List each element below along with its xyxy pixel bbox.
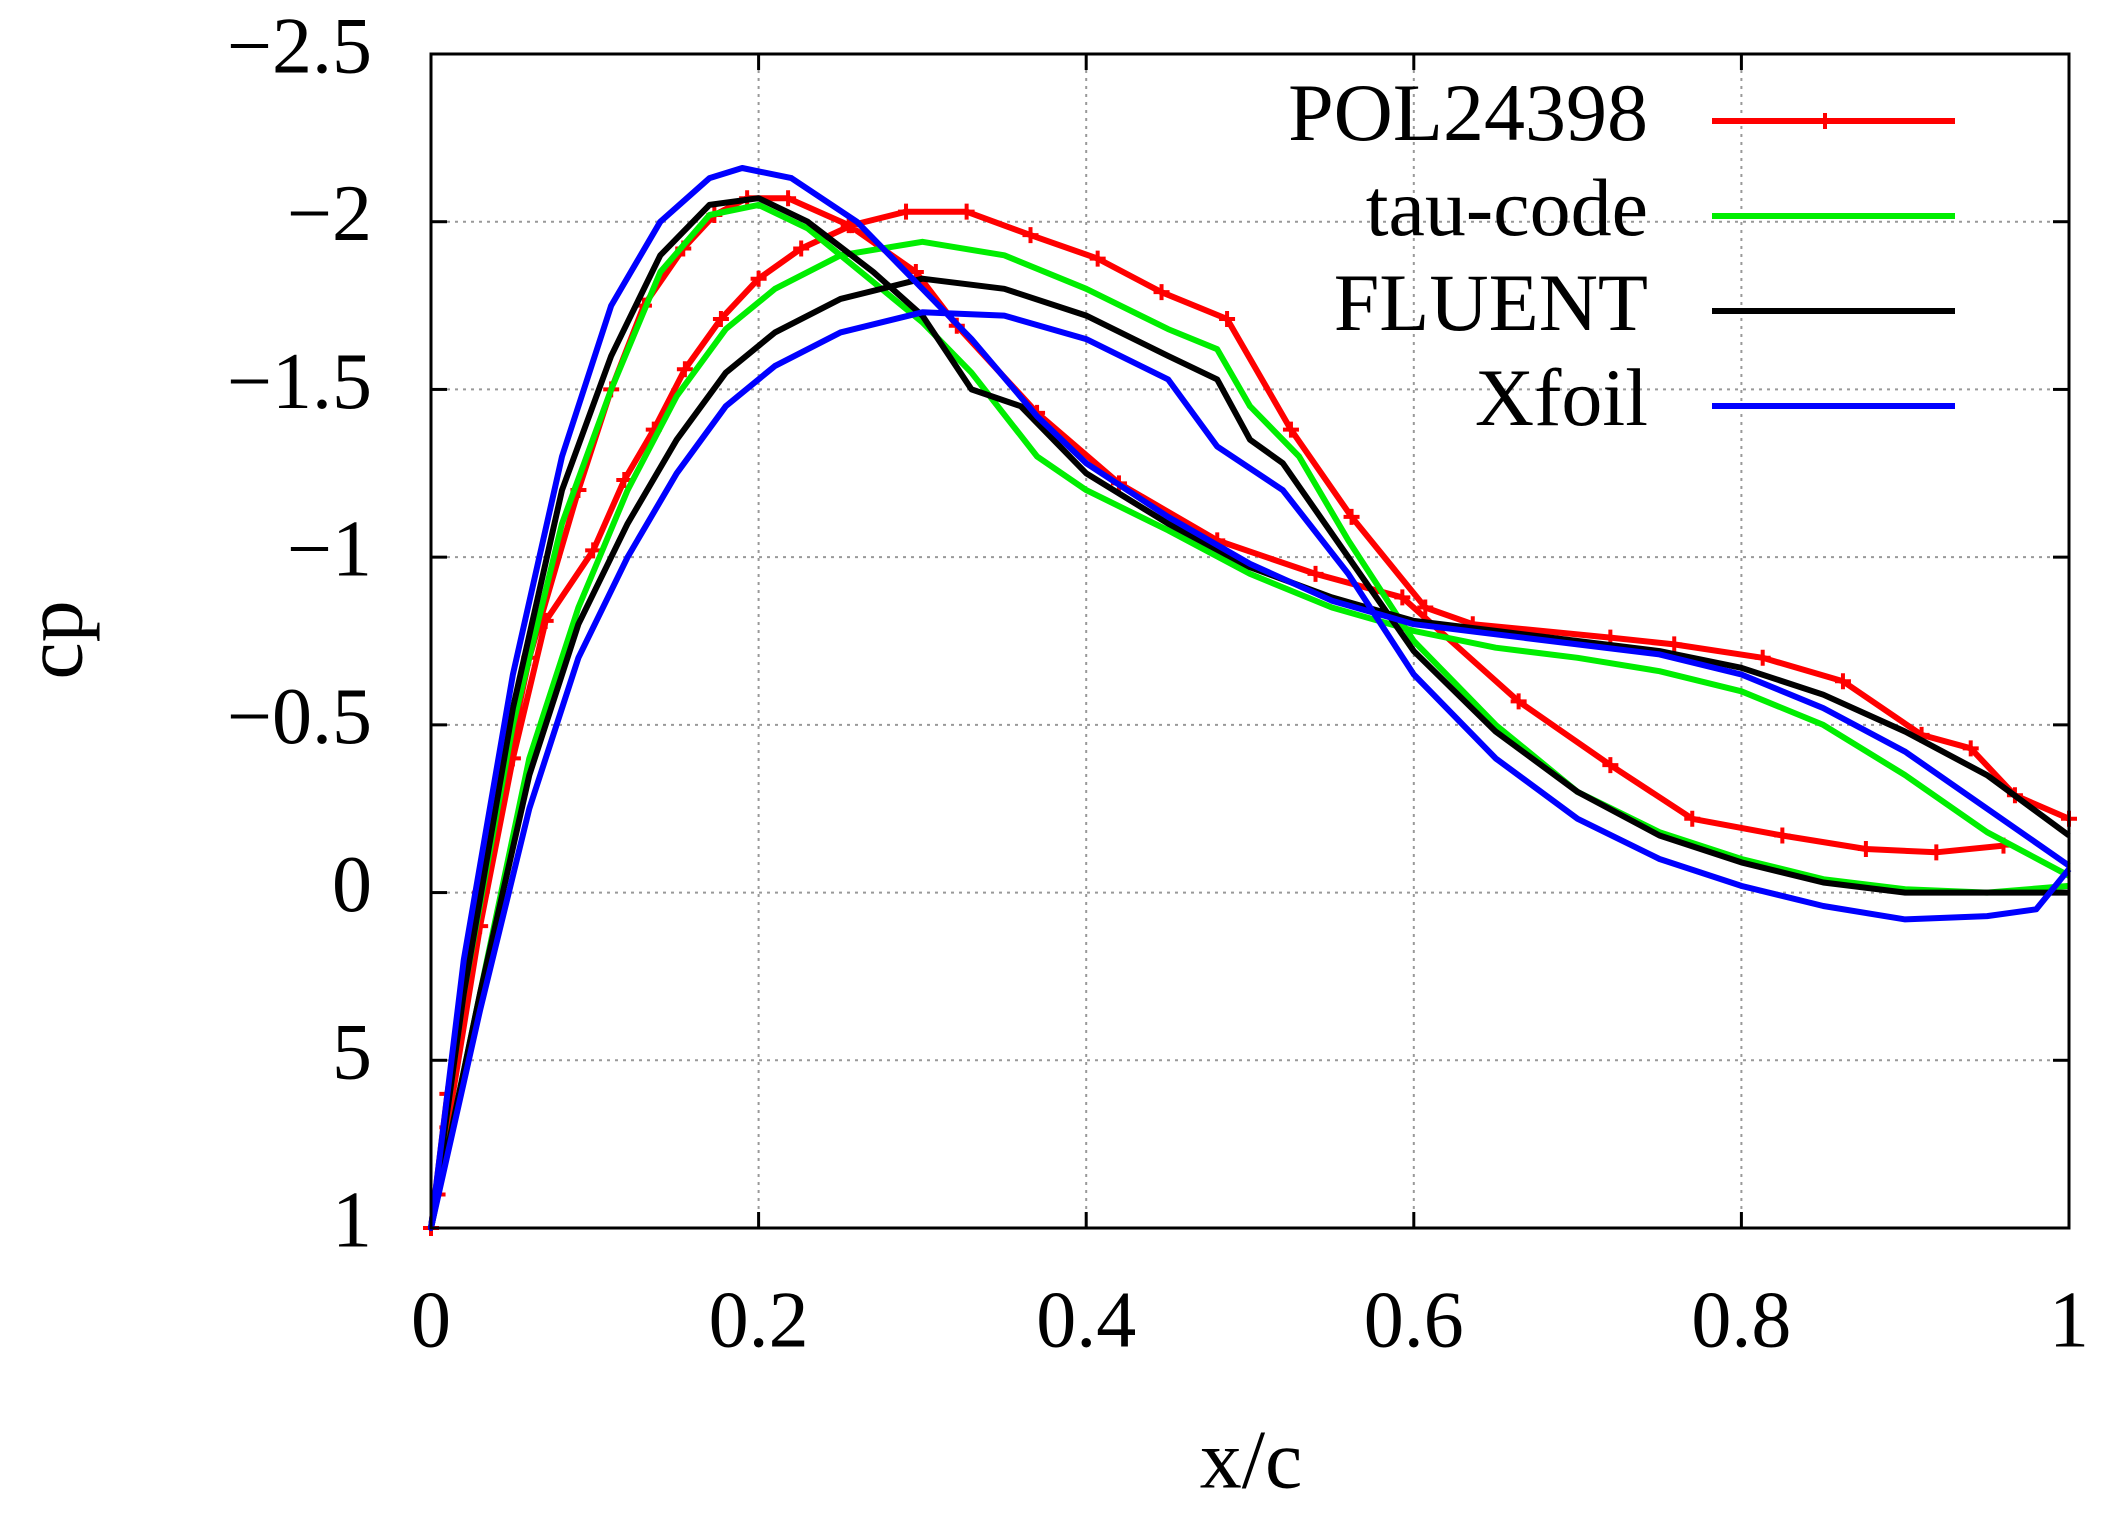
y-axis-label: cp xyxy=(7,600,100,679)
marker xyxy=(1417,599,1434,616)
x-tick-label: 0.6 xyxy=(1364,1276,1464,1364)
marker xyxy=(1754,649,1771,666)
y-tick-label: −0.5 xyxy=(227,673,372,761)
marker xyxy=(1343,508,1360,525)
legend-label: POL24398 xyxy=(1288,67,1648,158)
y-tick-label: 1 xyxy=(332,1176,372,1264)
x-tick-label: 0 xyxy=(411,1276,451,1364)
y-tick-label: −2.5 xyxy=(227,2,372,90)
marker xyxy=(1928,844,1945,861)
y-tick-label: −1 xyxy=(287,506,372,594)
marker xyxy=(1774,827,1791,844)
y-tick-label: 0 xyxy=(332,841,372,929)
marker xyxy=(958,203,975,220)
marker xyxy=(750,270,767,287)
legend-label: Xfoil xyxy=(1475,352,1648,443)
marker xyxy=(1962,740,1979,757)
marker xyxy=(793,240,810,257)
marker xyxy=(1510,693,1527,710)
y-tick-label: −1.5 xyxy=(227,338,372,426)
x-axis-label: x/c xyxy=(1200,1413,1303,1506)
marker xyxy=(780,190,797,207)
marker xyxy=(676,361,693,378)
series-line xyxy=(428,195,2071,1231)
marker xyxy=(1834,673,1851,690)
marker xyxy=(1602,757,1619,774)
y-tick-label: −2 xyxy=(287,170,372,258)
marker xyxy=(1153,284,1170,301)
x-tick-label: 0.8 xyxy=(1691,1276,1791,1364)
marker xyxy=(1282,421,1299,438)
x-tick-label: 0.4 xyxy=(1036,1276,1136,1364)
legend-label: FLUENT xyxy=(1334,257,1648,348)
y-tick-label: 5 xyxy=(332,1009,372,1097)
x-tick-label: 0.2 xyxy=(709,1276,809,1364)
series-line xyxy=(428,165,2072,1231)
marker xyxy=(898,203,915,220)
x-tick-label: 1 xyxy=(2049,1276,2089,1364)
marker xyxy=(1684,810,1701,827)
marker xyxy=(1307,565,1324,582)
plot-frame xyxy=(429,52,2071,1230)
marker xyxy=(1666,636,1683,653)
marker xyxy=(1394,589,1411,606)
legend-label: tau-code xyxy=(1366,162,1648,253)
marker xyxy=(712,310,729,327)
marker xyxy=(1089,250,1106,267)
marker xyxy=(1022,227,1039,244)
series-line xyxy=(428,195,2071,1231)
marker xyxy=(1219,310,1236,327)
legend-marker xyxy=(1817,113,1833,129)
marker xyxy=(1857,840,1874,857)
marker xyxy=(585,542,602,559)
